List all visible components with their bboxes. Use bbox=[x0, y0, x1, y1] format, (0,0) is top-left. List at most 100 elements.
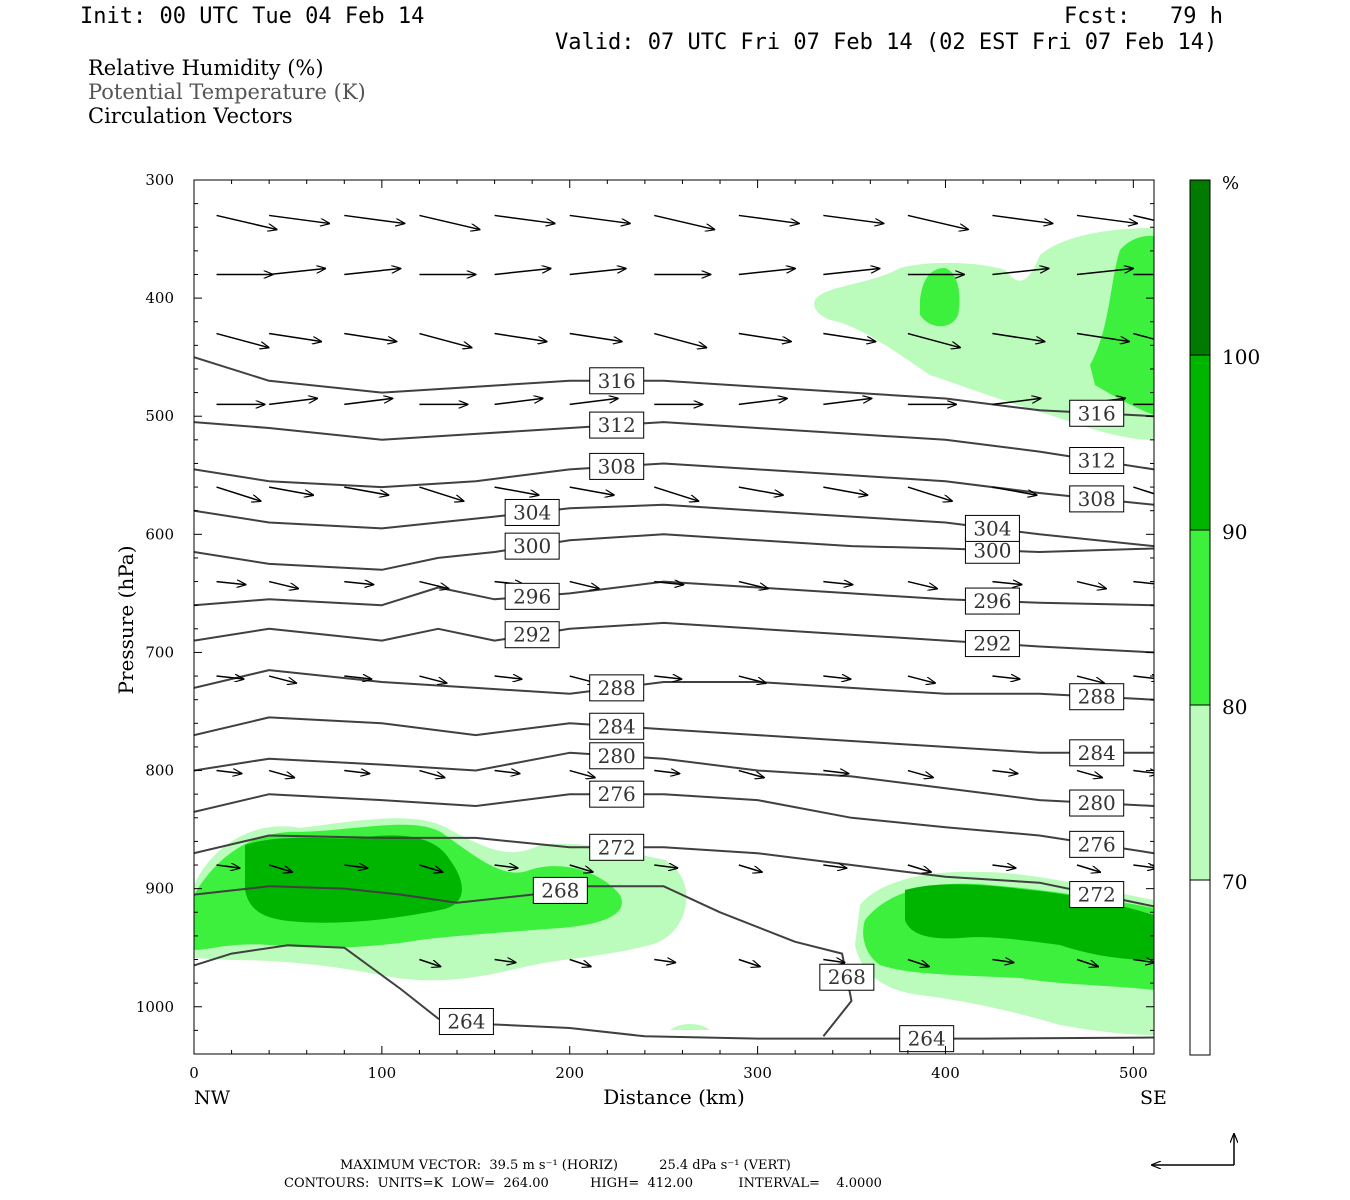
y-tick-label: 800 bbox=[145, 762, 174, 780]
rh-fill-layer bbox=[194, 228, 1154, 1035]
circulation-vector bbox=[344, 771, 369, 774]
plot-frame bbox=[193, 179, 1155, 1055]
circulation-vector bbox=[419, 332, 471, 348]
circulation-vector bbox=[569, 332, 622, 342]
svg-text:280: 280 bbox=[1078, 791, 1116, 815]
colorbar: % 70 80 90 100 bbox=[1189, 173, 1260, 1056]
theta-contour-316 bbox=[194, 356, 1154, 418]
circulation-vector bbox=[269, 398, 317, 406]
theta-contours bbox=[194, 356, 1154, 1040]
circulation-vector bbox=[907, 486, 952, 501]
colorbar-unit: % bbox=[1222, 173, 1239, 194]
x-tick-label: 300 bbox=[743, 1064, 772, 1082]
theta-label-264: 264 bbox=[899, 1025, 955, 1053]
circulation-vector bbox=[494, 398, 543, 406]
circulation-vector bbox=[992, 865, 1015, 868]
circulation-vector bbox=[269, 486, 313, 495]
legend-theta: Potential Temperature (K) bbox=[88, 80, 366, 104]
circulation-vector bbox=[216, 332, 269, 348]
circulation-vector bbox=[419, 214, 479, 229]
colorbar-bin-90 bbox=[1189, 354, 1211, 531]
circulation-vector bbox=[738, 580, 768, 589]
svg-text:276: 276 bbox=[1078, 832, 1116, 856]
circulation-vector bbox=[419, 675, 446, 683]
circulation-vector bbox=[654, 960, 675, 963]
colorbar-bin-70 bbox=[1189, 704, 1211, 881]
svg-text:304: 304 bbox=[513, 500, 551, 524]
circulation-vector bbox=[268, 769, 294, 778]
theta-label-280: 280 bbox=[589, 742, 645, 770]
circulation-vector bbox=[654, 214, 714, 229]
circulation-vector bbox=[569, 214, 630, 223]
y-tick-label: 400 bbox=[145, 289, 174, 307]
circulation-vector bbox=[1133, 960, 1154, 963]
circulation-vector bbox=[419, 958, 440, 967]
circulation-vector bbox=[992, 960, 1013, 963]
circulation-vector bbox=[569, 864, 593, 872]
circulation-vector bbox=[1076, 864, 1100, 872]
theta-label-272: 272 bbox=[589, 833, 645, 861]
circulation-vector bbox=[992, 398, 1040, 406]
circulation-vector bbox=[494, 960, 516, 963]
svg-text:296: 296 bbox=[513, 584, 551, 608]
y-tick-label: 900 bbox=[145, 880, 174, 898]
theta-label-280: 280 bbox=[1069, 789, 1125, 817]
theta-label-288: 288 bbox=[1069, 683, 1125, 711]
theta-label-284: 284 bbox=[1069, 739, 1125, 767]
theta-contour-280 bbox=[194, 751, 1154, 807]
circulation-vector bbox=[216, 865, 240, 868]
circulation-vector bbox=[419, 580, 448, 589]
theta-contour-312 bbox=[194, 421, 1154, 471]
circulation-vector bbox=[738, 214, 799, 223]
theta-label-296: 296 bbox=[504, 582, 560, 610]
x-tick-label: 0 bbox=[189, 1064, 199, 1082]
circulation-vector bbox=[569, 486, 614, 495]
theta-contour-284 bbox=[194, 716, 1154, 754]
rh-80-upper-b bbox=[1090, 235, 1154, 415]
y-tick-label: 300 bbox=[145, 171, 174, 189]
theta-label-308: 308 bbox=[1069, 485, 1125, 513]
svg-text:284: 284 bbox=[598, 714, 636, 738]
circulation-vectors bbox=[216, 214, 1154, 967]
theta-label-276: 276 bbox=[1069, 830, 1125, 858]
svg-text:316: 316 bbox=[598, 369, 636, 393]
legend-vectors: Circulation Vectors bbox=[88, 104, 293, 128]
svg-text:300: 300 bbox=[973, 538, 1011, 562]
circulation-vector bbox=[1076, 769, 1102, 778]
svg-text:272: 272 bbox=[1078, 883, 1116, 907]
svg-text:296: 296 bbox=[973, 589, 1011, 613]
theta-label-268: 268 bbox=[819, 963, 875, 991]
circulation-vector bbox=[907, 214, 968, 229]
circulation-vector bbox=[823, 332, 875, 342]
circulation-vector bbox=[823, 771, 848, 774]
circulation-vector bbox=[344, 676, 371, 679]
circulation-vector bbox=[907, 958, 929, 967]
theta-contour-288 bbox=[194, 669, 1154, 701]
circulation-vector bbox=[992, 214, 1052, 223]
circulation-vector bbox=[1076, 580, 1106, 589]
footer-max-vector: MAXIMUM VECTOR: 39.5 m s⁻¹ (HORIZ) 25.4 … bbox=[340, 1158, 791, 1173]
theta-label-268: 268 bbox=[532, 876, 588, 904]
circulation-vector bbox=[992, 268, 1048, 276]
legend-rh: Relative Humidity (%) bbox=[88, 56, 324, 80]
theta-label-304: 304 bbox=[504, 498, 560, 526]
svg-text:264: 264 bbox=[447, 1010, 485, 1034]
circulation-vector bbox=[654, 486, 698, 501]
y-tick-label: 600 bbox=[145, 525, 174, 543]
theta-label-276: 276 bbox=[589, 780, 645, 808]
circulation-vector bbox=[992, 582, 1021, 585]
circulation-vector bbox=[269, 268, 325, 276]
svg-text:292: 292 bbox=[973, 632, 1011, 656]
circulation-vector bbox=[419, 769, 444, 778]
circulation-vector bbox=[569, 958, 591, 967]
theta-contour-268 bbox=[194, 885, 853, 1037]
y-tick-label: 500 bbox=[145, 407, 174, 425]
circulation-vector bbox=[1076, 268, 1133, 276]
circulation-vector bbox=[216, 582, 246, 585]
footer-contours: CONTOURS: UNITS=K LOW= 264.00 HIGH= 412.… bbox=[284, 1176, 882, 1191]
svg-text:288: 288 bbox=[1078, 685, 1116, 709]
colorbar-label-80: 80 bbox=[1222, 695, 1247, 719]
theta-contour-272 bbox=[194, 834, 1154, 908]
circulation-vector bbox=[823, 268, 879, 276]
init-time: Init: 00 UTC Tue 04 Feb 14 bbox=[80, 4, 425, 29]
